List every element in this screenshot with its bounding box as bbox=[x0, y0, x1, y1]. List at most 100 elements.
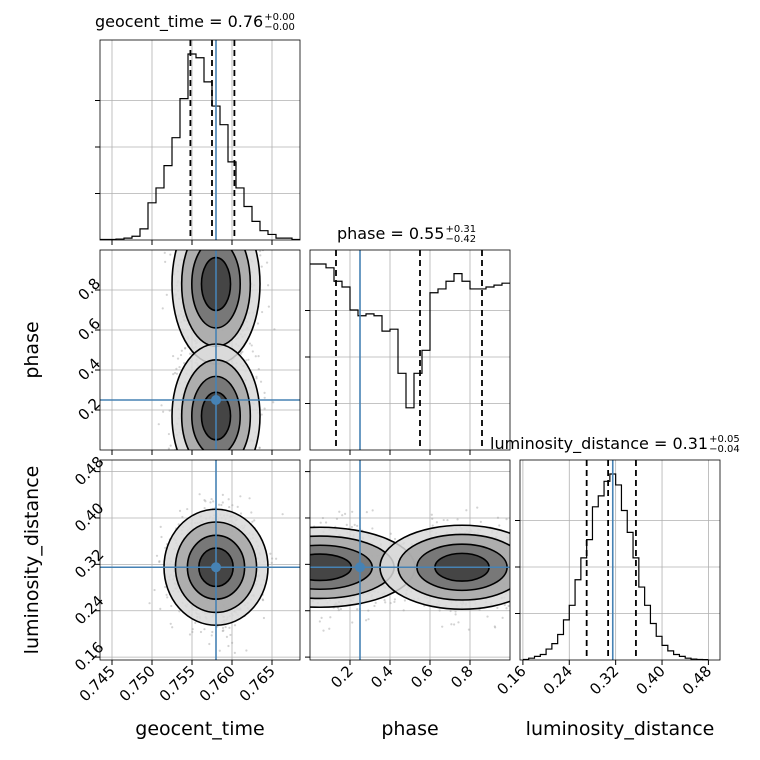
sample-point bbox=[210, 497, 213, 501]
sample-point bbox=[229, 633, 232, 637]
sample-point bbox=[167, 447, 171, 450]
sample-point bbox=[322, 629, 325, 632]
sample-point bbox=[263, 391, 266, 394]
sample-point bbox=[236, 505, 239, 509]
sample-point bbox=[446, 518, 449, 522]
sample-point bbox=[191, 630, 194, 634]
sample-point bbox=[169, 253, 172, 256]
sample-point bbox=[263, 396, 266, 399]
sample-point bbox=[165, 293, 168, 296]
sample-point bbox=[221, 493, 224, 496]
sample-point bbox=[188, 352, 192, 355]
sample-point bbox=[493, 625, 496, 628]
sample-point bbox=[479, 520, 482, 523]
panel-frame-0-0 bbox=[99, 39, 301, 241]
histogram-luminosity_distance bbox=[522, 473, 709, 661]
sample-point bbox=[496, 516, 500, 519]
contour-line bbox=[200, 256, 232, 312]
sample-point bbox=[158, 560, 161, 564]
sample-point bbox=[179, 353, 183, 357]
gridlines-2-2 bbox=[522, 460, 709, 660]
sample-point bbox=[393, 598, 397, 601]
sample-point bbox=[345, 523, 348, 526]
sample-point bbox=[262, 616, 266, 620]
truth-marker bbox=[211, 562, 221, 573]
sample-point bbox=[204, 500, 207, 503]
sample-point bbox=[164, 546, 167, 550]
sample-point bbox=[251, 350, 254, 353]
sample-point bbox=[227, 498, 230, 501]
sample-point bbox=[383, 599, 386, 602]
sample-point bbox=[227, 644, 230, 648]
sample-point bbox=[494, 626, 497, 629]
sample-point bbox=[162, 410, 165, 413]
sample-point bbox=[255, 375, 258, 378]
sample-point bbox=[250, 511, 253, 514]
density-phase-vs-geocent_time bbox=[100, 250, 300, 450]
density-luminosity_distance-vs-phase bbox=[310, 460, 510, 660]
sample-point bbox=[335, 517, 339, 520]
x-tick-label: 0.24 bbox=[540, 662, 576, 698]
panel-frame-1-0 bbox=[99, 249, 301, 451]
truth-marker bbox=[211, 395, 221, 405]
sample-point bbox=[486, 615, 489, 618]
sample-point bbox=[231, 504, 234, 507]
sample-point bbox=[438, 609, 441, 612]
sample-point bbox=[217, 503, 221, 506]
sample-point bbox=[353, 523, 356, 526]
sample-point bbox=[270, 557, 274, 560]
sample-point bbox=[231, 641, 234, 644]
sample-point bbox=[319, 521, 322, 524]
sample-point bbox=[467, 628, 471, 631]
sample-point bbox=[210, 634, 213, 637]
sample-point bbox=[321, 516, 325, 520]
sample-point bbox=[175, 372, 179, 375]
sample-point bbox=[178, 610, 181, 613]
sample-point bbox=[351, 621, 354, 624]
sample-point bbox=[172, 354, 175, 358]
contour-line bbox=[190, 250, 242, 329]
sample-point bbox=[329, 616, 332, 619]
sample-point bbox=[505, 607, 508, 610]
sample-point bbox=[184, 346, 187, 350]
sample-point bbox=[241, 350, 244, 353]
sample-point bbox=[172, 373, 175, 376]
sample-point bbox=[275, 557, 278, 560]
sample-point bbox=[258, 446, 261, 449]
sample-point bbox=[178, 366, 181, 369]
sample-point bbox=[208, 642, 211, 646]
sample-point bbox=[269, 552, 272, 555]
sample-point bbox=[233, 651, 236, 654]
sample-point bbox=[183, 361, 186, 365]
sample-point bbox=[160, 404, 163, 407]
sample-point bbox=[259, 254, 262, 257]
contour-line bbox=[180, 250, 252, 348]
sample-point bbox=[220, 503, 223, 507]
histogram-phase bbox=[310, 263, 510, 409]
sample-point bbox=[320, 616, 323, 620]
sample-point bbox=[176, 357, 180, 360]
sample-point bbox=[501, 616, 504, 619]
sample-point bbox=[247, 358, 250, 361]
sample-point bbox=[453, 623, 456, 626]
sample-point bbox=[273, 328, 276, 331]
sample-point bbox=[178, 509, 182, 512]
sample-point bbox=[211, 630, 214, 634]
sample-point bbox=[248, 497, 251, 500]
sample-point bbox=[203, 506, 206, 510]
contour-line bbox=[190, 375, 242, 450]
sample-point bbox=[158, 560, 161, 563]
sample-point bbox=[181, 515, 184, 519]
sample-point bbox=[164, 585, 167, 589]
sample-point bbox=[198, 493, 201, 496]
gridlines-1-1 bbox=[349, 250, 471, 450]
sample-point bbox=[253, 519, 256, 522]
sample-point bbox=[221, 629, 224, 633]
sample-point bbox=[199, 630, 203, 634]
sample-point bbox=[248, 342, 252, 345]
sample-point bbox=[261, 599, 265, 602]
sample-point bbox=[281, 513, 284, 516]
x-tick-label: 0.32 bbox=[586, 662, 622, 698]
sample-point bbox=[403, 599, 407, 602]
